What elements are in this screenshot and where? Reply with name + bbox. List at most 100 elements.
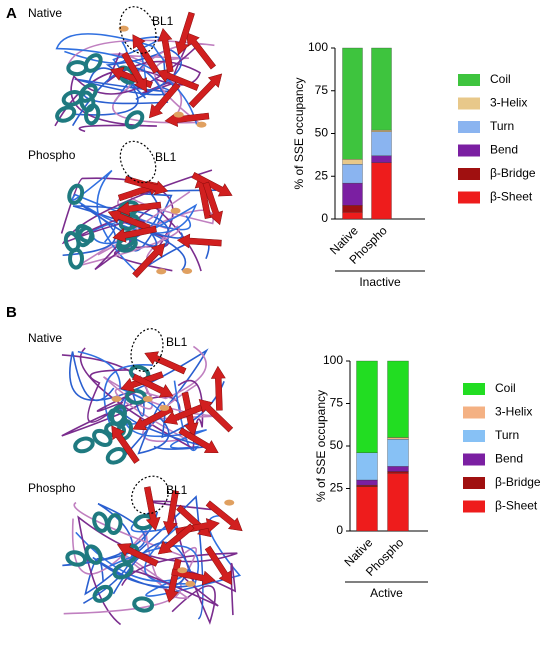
helix	[92, 511, 109, 533]
legend-label: β-Sheet	[490, 190, 533, 204]
loop	[92, 541, 196, 595]
helix-310	[156, 268, 167, 275]
helix	[132, 596, 155, 613]
strand	[188, 73, 223, 108]
helix	[112, 562, 134, 580]
strand	[148, 82, 181, 119]
strand	[116, 543, 159, 567]
loop	[70, 46, 197, 133]
bar-segment	[342, 47, 363, 160]
legend-swatch	[458, 74, 480, 86]
legend-label: Bend	[490, 143, 518, 157]
strand	[132, 373, 174, 398]
strand	[132, 243, 166, 278]
bar-segment	[371, 129, 392, 132]
bar-segment	[371, 155, 392, 163]
helix-310	[196, 121, 207, 128]
y-tick-label: 100	[308, 40, 328, 54]
helix-310	[118, 25, 129, 32]
structure-label: Phospho	[28, 481, 76, 495]
helix-310	[177, 567, 188, 574]
bar-segment	[356, 484, 378, 487]
strand	[157, 27, 174, 73]
bar-segment	[342, 212, 363, 220]
loop	[122, 380, 207, 452]
helix	[67, 183, 85, 206]
bar-segment	[371, 131, 392, 156]
loop	[137, 381, 225, 455]
y-tick-label: 50	[315, 126, 329, 140]
legend-swatch	[458, 191, 480, 204]
y-tick-label: 50	[330, 438, 344, 452]
bar-segment	[387, 360, 409, 438]
helix-310	[170, 207, 181, 214]
bar-segment	[356, 479, 378, 486]
bar-segment	[356, 360, 378, 453]
strand	[116, 201, 162, 217]
strand	[132, 34, 160, 74]
y-tick-label: 25	[330, 481, 344, 495]
group-label: Active	[370, 586, 403, 600]
legend-swatch	[458, 97, 480, 110]
helix-310	[185, 580, 196, 587]
loop-label: BL1	[152, 14, 174, 28]
loop	[97, 187, 214, 256]
legend-swatch	[463, 383, 485, 395]
strand	[175, 11, 195, 56]
helix-310	[182, 268, 193, 275]
bar-segment	[371, 162, 392, 220]
helix	[105, 447, 127, 465]
structure-label: Native	[28, 331, 62, 345]
y-tick-label: 0	[321, 211, 328, 225]
helix-310	[111, 396, 122, 403]
legend-label: Turn	[490, 119, 514, 133]
helix	[124, 110, 145, 130]
legend-swatch	[463, 453, 485, 466]
panel-label: B	[6, 304, 17, 321]
bar-segment	[342, 164, 363, 184]
strand	[191, 172, 233, 197]
legend-label: Coil	[490, 72, 511, 86]
y-tick-label: 75	[330, 396, 344, 410]
y-tick-label: 0	[336, 523, 343, 537]
helix	[68, 247, 85, 270]
bar-segment	[356, 452, 378, 481]
bar-segment	[387, 437, 409, 440]
helix	[76, 225, 94, 248]
helix-310	[142, 395, 153, 402]
legend-swatch	[458, 168, 480, 180]
strand	[107, 209, 151, 232]
bar-segment	[342, 158, 363, 165]
helix	[55, 105, 77, 123]
helix	[106, 513, 123, 536]
legend-label: β-Bridge	[490, 166, 536, 180]
y-axis-label: % of SSE occupancy	[292, 77, 306, 189]
helix-310	[224, 499, 235, 506]
helix	[73, 436, 95, 454]
strand	[157, 523, 195, 555]
strand	[124, 175, 169, 195]
bar-segment	[356, 486, 378, 532]
strand	[121, 51, 147, 93]
loop-label: BL1	[155, 150, 177, 164]
bar-segment	[387, 473, 409, 532]
helix	[92, 584, 114, 603]
strand	[178, 427, 219, 454]
legend-swatch	[458, 121, 480, 133]
legend-swatch	[458, 144, 480, 157]
strand	[143, 486, 161, 531]
legend-swatch	[463, 406, 485, 419]
strand	[156, 68, 200, 91]
loop-outline	[119, 6, 169, 515]
legend-label: β-Bridge	[495, 475, 541, 489]
panel-label: A	[6, 5, 17, 22]
y-tick-label: 100	[323, 353, 343, 367]
legend-label: 3-Helix	[495, 405, 532, 419]
structure-label: Phospho	[28, 148, 76, 162]
structure-label: Native	[28, 6, 62, 20]
helix-310	[159, 405, 170, 412]
y-tick-label: 25	[315, 168, 329, 182]
loop	[77, 515, 238, 626]
helix	[65, 550, 88, 567]
helix	[78, 90, 96, 113]
